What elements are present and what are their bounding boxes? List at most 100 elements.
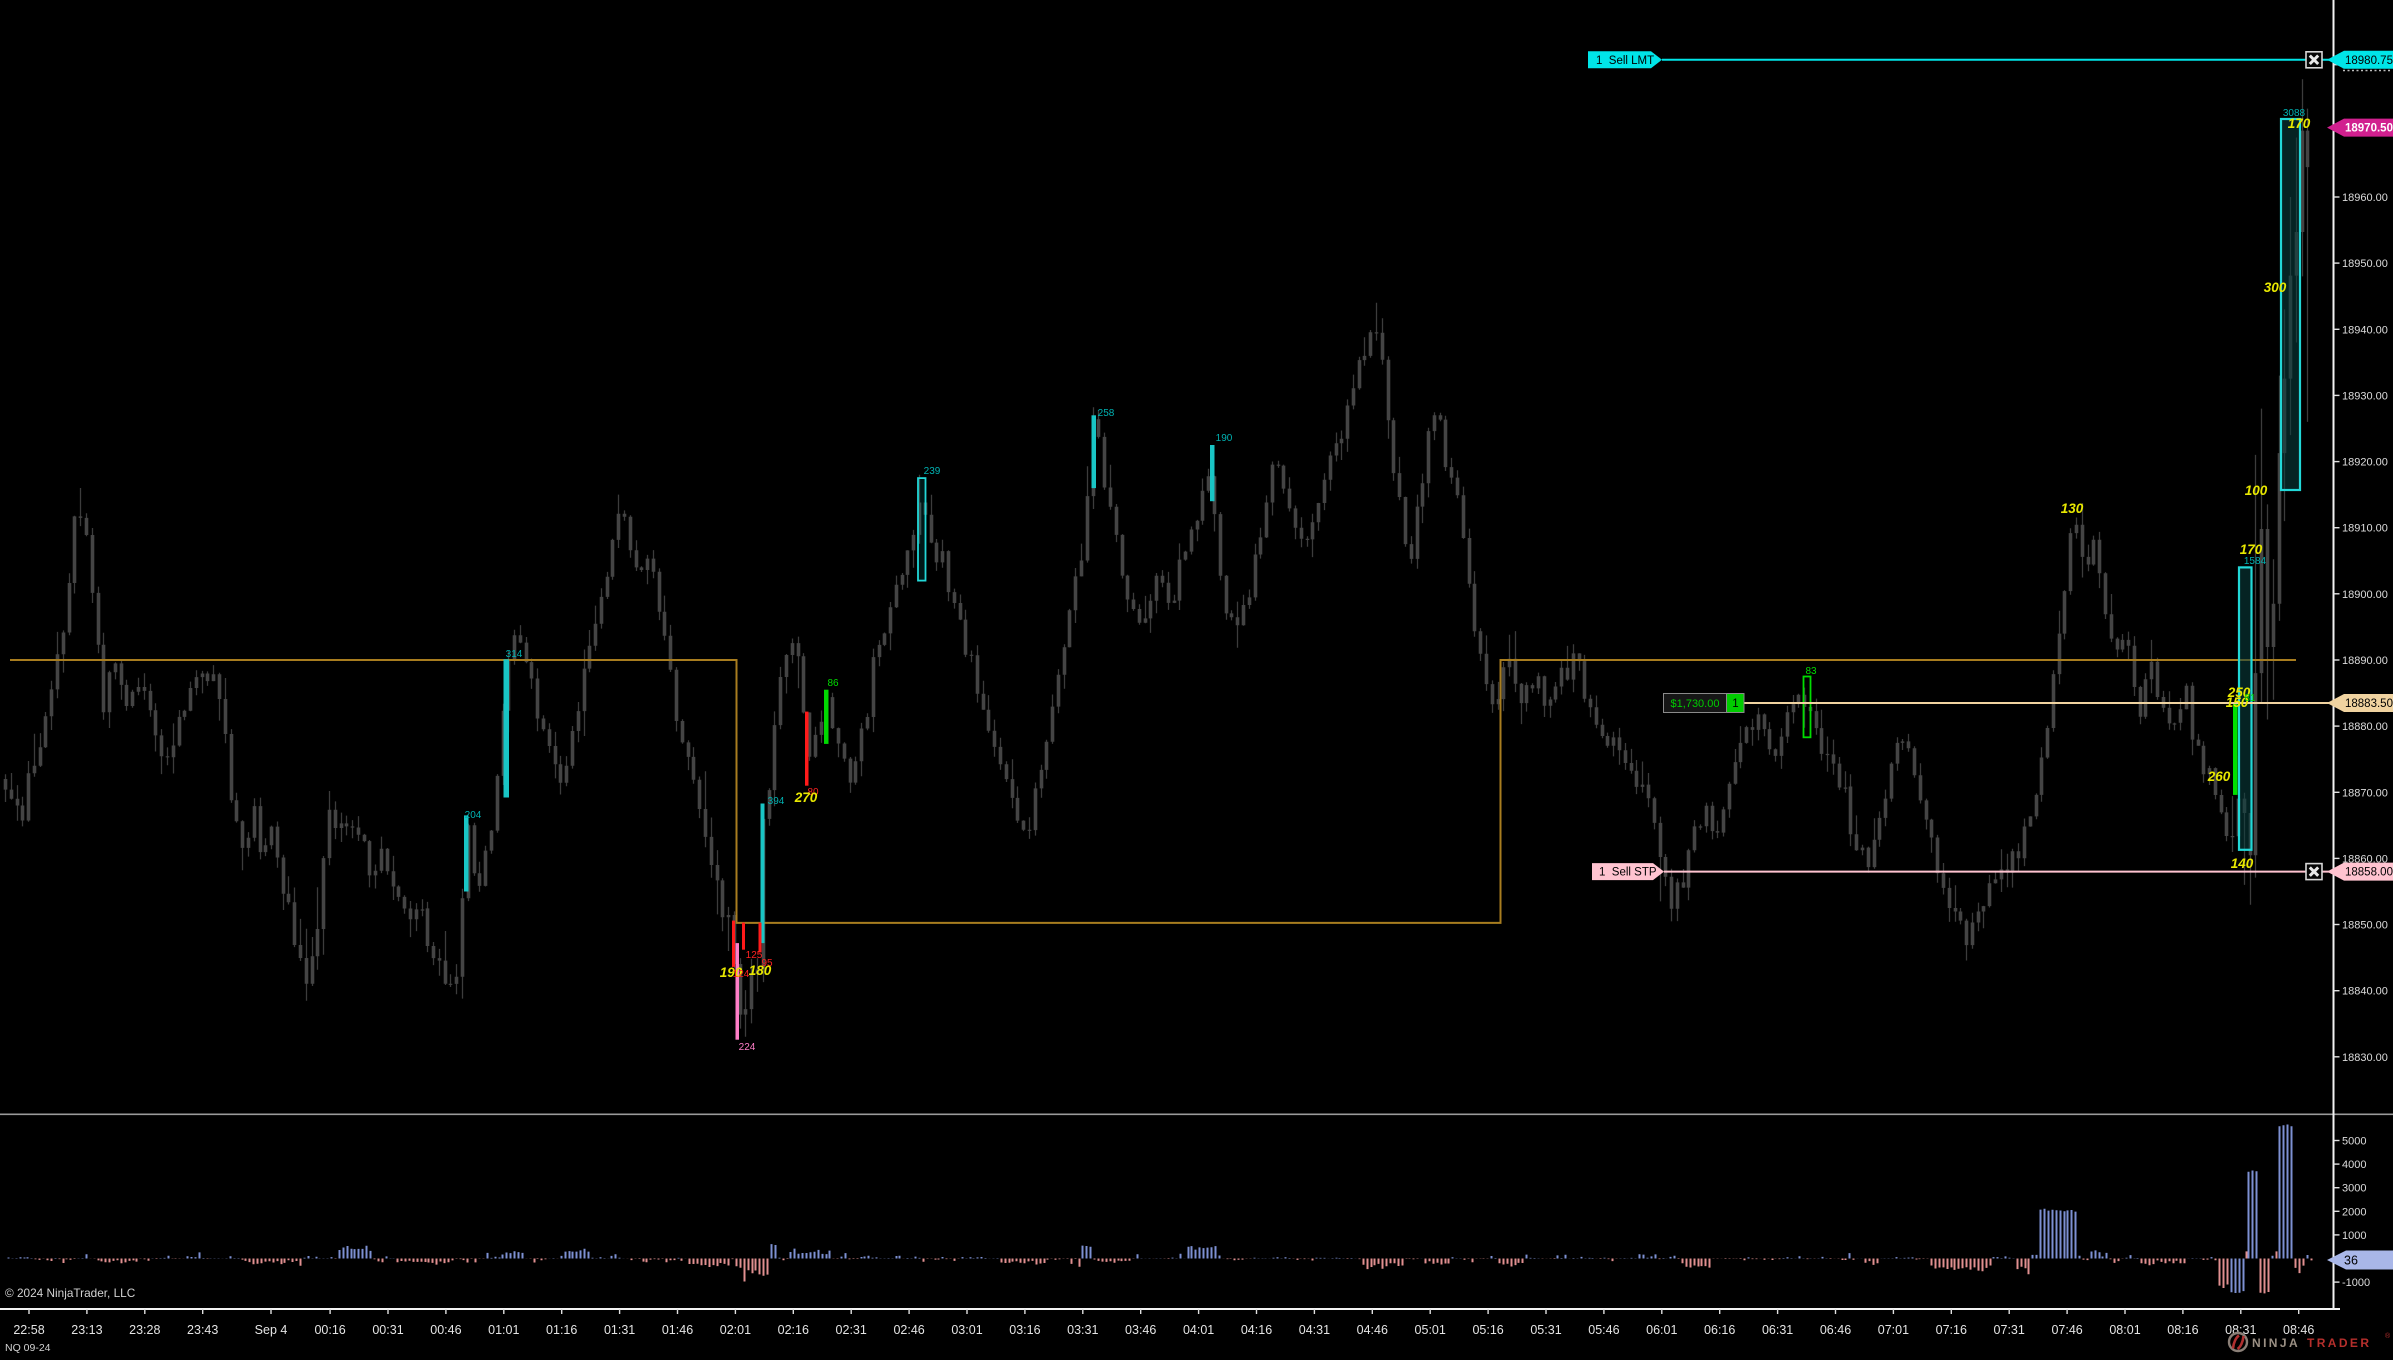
svg-text:00:31: 00:31 [372,1323,403,1337]
svg-text:01:16: 01:16 [546,1323,577,1337]
svg-text:80: 80 [807,787,819,798]
svg-text:01:01: 01:01 [488,1323,519,1337]
svg-text:NINJA: NINJA [2252,1336,2300,1350]
svg-text:00:16: 00:16 [314,1323,345,1337]
svg-text:08:01: 08:01 [2109,1323,2140,1337]
svg-text:18930.00: 18930.00 [2342,390,2388,402]
svg-text:3000: 3000 [2342,1183,2366,1195]
svg-text:06:46: 06:46 [1820,1323,1851,1337]
svg-text:204: 204 [465,810,482,821]
svg-text:18840.00: 18840.00 [2342,986,2388,998]
svg-text:23:28: 23:28 [129,1323,160,1337]
svg-text:-1000: -1000 [2342,1277,2370,1289]
svg-text:06:31: 06:31 [1762,1323,1793,1337]
svg-text:TRADER: TRADER [2307,1336,2371,1350]
svg-text:© 2024 NinjaTrader, LLC: © 2024 NinjaTrader, LLC [5,1286,136,1300]
svg-text:394: 394 [768,796,785,807]
svg-text:130: 130 [2061,501,2084,516]
svg-text:04:31: 04:31 [1299,1323,1330,1337]
svg-text:05:46: 05:46 [1588,1323,1619,1337]
svg-text:18890.00: 18890.00 [2342,655,2388,667]
svg-text:00:46: 00:46 [430,1323,461,1337]
svg-text:03:01: 03:01 [951,1323,982,1337]
svg-text:3088: 3088 [2283,108,2306,119]
svg-text:06:16: 06:16 [1704,1323,1735,1337]
svg-text:170: 170 [2288,116,2311,131]
svg-text:02:31: 02:31 [836,1323,867,1337]
svg-text:1000: 1000 [2342,1230,2366,1242]
svg-text:03:46: 03:46 [1125,1323,1156,1337]
svg-text:23:13: 23:13 [71,1323,102,1337]
svg-text:224: 224 [739,1042,756,1053]
svg-text:05:01: 05:01 [1415,1323,1446,1337]
svg-text:04:01: 04:01 [1183,1323,1214,1337]
svg-text:1: 1 [1732,698,1738,710]
svg-text:1 Sell LMT: 1 Sell LMT [1596,55,1654,67]
svg-text:04:16: 04:16 [1241,1323,1272,1337]
svg-text:239: 239 [924,466,941,477]
svg-text:18970.50: 18970.50 [2345,123,2393,135]
svg-text:Sep 4: Sep 4 [255,1323,288,1337]
svg-text:07:16: 07:16 [1936,1323,1967,1337]
svg-text:18870.00: 18870.00 [2342,787,2388,799]
svg-text:18980.75: 18980.75 [2345,55,2393,67]
svg-text:03:16: 03:16 [1009,1323,1040,1337]
svg-text:02:46: 02:46 [893,1323,924,1337]
svg-text:314: 314 [506,649,523,660]
svg-text:81: 81 [2244,693,2256,704]
svg-text:270: 270 [794,790,818,805]
svg-text:250: 250 [2227,685,2251,700]
svg-text:2000: 2000 [2342,1206,2366,1218]
svg-text:18920.00: 18920.00 [2342,457,2388,469]
svg-text:NQ 09-24: NQ 09-24 [5,1342,51,1354]
svg-text:18858.00: 18858.00 [2345,867,2393,879]
svg-text:02:16: 02:16 [778,1323,809,1337]
svg-text:®: ® [2385,1332,2391,1340]
svg-text:02:01: 02:01 [720,1323,751,1337]
svg-text:95: 95 [761,958,773,969]
svg-text:18900.00: 18900.00 [2342,589,2388,601]
svg-text:36: 36 [2344,1254,2358,1268]
svg-text:125: 125 [746,950,763,961]
svg-text:01:46: 01:46 [662,1323,693,1337]
svg-text:$1,730.00: $1,730.00 [1671,698,1720,710]
svg-text:01:31: 01:31 [604,1323,635,1337]
svg-text:08:46: 08:46 [2283,1323,2314,1337]
svg-text:170: 170 [2240,542,2263,557]
svg-text:07:46: 07:46 [2051,1323,2082,1337]
svg-text:86: 86 [827,678,839,689]
svg-text:07:01: 07:01 [1878,1323,1909,1337]
svg-text:190: 190 [1216,433,1233,444]
svg-text:08:16: 08:16 [2167,1323,2198,1337]
svg-text:22:58: 22:58 [13,1323,44,1337]
svg-text:1584: 1584 [2244,556,2267,567]
svg-text:18940.00: 18940.00 [2342,324,2388,336]
svg-text:124: 124 [733,969,750,980]
svg-text:83: 83 [1805,666,1817,677]
svg-text:4000: 4000 [2342,1159,2366,1171]
svg-text:05:31: 05:31 [1530,1323,1561,1337]
svg-text:260: 260 [2207,769,2231,784]
svg-text:18883.50: 18883.50 [2345,698,2393,710]
svg-text:03:31: 03:31 [1067,1323,1098,1337]
svg-text:18860.00: 18860.00 [2342,853,2388,865]
svg-text:04:46: 04:46 [1357,1323,1388,1337]
svg-text:23:43: 23:43 [187,1323,218,1337]
svg-text:08:31: 08:31 [2225,1323,2256,1337]
svg-text:300: 300 [2264,280,2287,295]
svg-text:140: 140 [2231,856,2254,871]
svg-text:100: 100 [2245,483,2268,498]
svg-text:18880.00: 18880.00 [2342,721,2388,733]
svg-text:5000: 5000 [2342,1136,2366,1148]
svg-text:18830.00: 18830.00 [2342,1052,2388,1064]
svg-text:150: 150 [2226,695,2249,710]
svg-text:190: 190 [720,965,743,980]
svg-text:18960.00: 18960.00 [2342,192,2388,204]
svg-text:180: 180 [749,963,772,978]
svg-text:18850.00: 18850.00 [2342,920,2388,932]
svg-text:07:31: 07:31 [1994,1323,2025,1337]
svg-text:1 Sell STP: 1 Sell STP [1599,867,1657,879]
svg-text:18910.00: 18910.00 [2342,523,2388,535]
svg-text:05:16: 05:16 [1472,1323,1503,1337]
svg-text:258: 258 [1098,408,1115,419]
